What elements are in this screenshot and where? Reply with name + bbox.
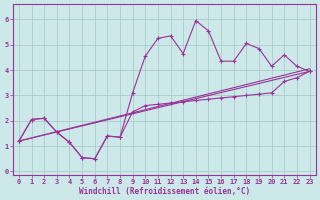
X-axis label: Windchill (Refroidissement éolien,°C): Windchill (Refroidissement éolien,°C) — [79, 187, 250, 196]
